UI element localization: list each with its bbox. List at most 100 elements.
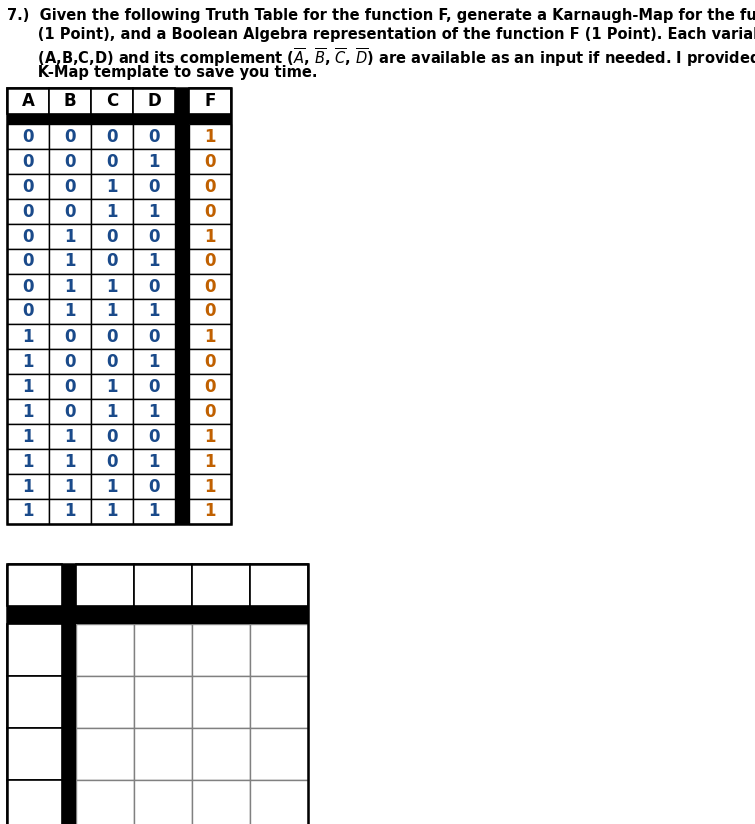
Text: 0: 0 <box>22 177 34 195</box>
Text: F: F <box>205 92 216 110</box>
Bar <box>189 424 231 449</box>
Text: 0: 0 <box>148 278 160 296</box>
Bar <box>250 676 308 728</box>
Text: 0: 0 <box>64 203 76 221</box>
Text: 1: 1 <box>64 503 76 521</box>
Text: 0: 0 <box>106 227 118 246</box>
Text: 1: 1 <box>64 302 76 321</box>
Bar <box>91 174 133 199</box>
Bar <box>7 274 49 299</box>
Text: B: B <box>63 92 76 110</box>
Bar <box>49 474 91 499</box>
Text: 0: 0 <box>106 128 118 146</box>
Text: 1: 1 <box>106 177 118 195</box>
Bar <box>189 224 231 249</box>
Bar <box>134 624 192 676</box>
Text: 1: 1 <box>64 227 76 246</box>
Text: 1: 1 <box>205 227 216 246</box>
Text: 1: 1 <box>148 252 160 270</box>
Bar <box>189 274 231 299</box>
Text: D: D <box>147 92 161 110</box>
Bar <box>189 249 231 274</box>
Bar <box>91 449 133 474</box>
Text: A: A <box>22 92 35 110</box>
Bar <box>7 474 49 499</box>
Bar <box>49 499 91 524</box>
Bar <box>189 124 231 149</box>
Bar <box>189 199 231 224</box>
Bar <box>7 299 49 324</box>
Bar <box>76 624 134 676</box>
Bar <box>7 149 49 174</box>
Bar <box>7 564 62 606</box>
Bar <box>91 349 133 374</box>
Bar <box>7 424 49 449</box>
Bar <box>7 249 49 274</box>
Text: 1: 1 <box>22 327 34 345</box>
Bar <box>175 88 189 524</box>
Bar <box>91 424 133 449</box>
Text: 1: 1 <box>148 203 160 221</box>
Bar <box>91 399 133 424</box>
Bar <box>7 676 62 728</box>
Text: 0: 0 <box>148 327 160 345</box>
Bar <box>91 149 133 174</box>
Text: 0: 0 <box>64 377 76 396</box>
Bar <box>133 88 175 114</box>
Text: 1: 1 <box>205 327 216 345</box>
Text: 1: 1 <box>64 477 76 495</box>
Text: 0: 0 <box>205 302 216 321</box>
Text: 0: 0 <box>205 203 216 221</box>
Bar <box>76 676 134 728</box>
Bar <box>91 474 133 499</box>
Bar <box>133 274 175 299</box>
Text: 0: 0 <box>22 278 34 296</box>
Bar <box>133 374 175 399</box>
Bar <box>189 88 231 114</box>
Text: 0: 0 <box>106 353 118 371</box>
Text: 1: 1 <box>106 302 118 321</box>
Bar <box>189 474 231 499</box>
Text: 0: 0 <box>22 227 34 246</box>
Bar <box>133 249 175 274</box>
Text: 1: 1 <box>205 477 216 495</box>
Text: 1: 1 <box>148 402 160 420</box>
Bar <box>133 399 175 424</box>
Bar <box>133 324 175 349</box>
Bar <box>7 564 308 824</box>
Bar <box>7 499 49 524</box>
Bar <box>49 449 91 474</box>
Bar <box>91 88 133 114</box>
Bar <box>133 299 175 324</box>
Bar <box>189 299 231 324</box>
Text: 1: 1 <box>64 252 76 270</box>
Bar <box>49 88 91 114</box>
Bar <box>250 780 308 824</box>
Bar <box>189 149 231 174</box>
Bar <box>133 449 175 474</box>
Text: 1: 1 <box>148 302 160 321</box>
Bar <box>7 88 49 114</box>
Text: 0: 0 <box>148 377 160 396</box>
Bar <box>133 424 175 449</box>
Bar <box>133 499 175 524</box>
Text: 0: 0 <box>205 402 216 420</box>
Text: 0: 0 <box>148 227 160 246</box>
Bar <box>189 399 231 424</box>
Bar <box>7 224 49 249</box>
Text: 0: 0 <box>205 377 216 396</box>
Text: 1: 1 <box>205 452 216 471</box>
Bar <box>7 88 231 524</box>
Text: 1: 1 <box>106 402 118 420</box>
Bar <box>192 780 250 824</box>
Text: 0: 0 <box>64 327 76 345</box>
Text: 1: 1 <box>106 477 118 495</box>
Text: 0: 0 <box>64 402 76 420</box>
Bar <box>7 174 49 199</box>
Text: 0: 0 <box>64 353 76 371</box>
Text: 1: 1 <box>64 278 76 296</box>
Text: 1: 1 <box>106 278 118 296</box>
Bar <box>7 606 308 624</box>
Bar <box>76 564 134 606</box>
Text: 7.)  Given the following Truth Table for the function F, generate a Karnaugh-Map: 7.) Given the following Truth Table for … <box>7 8 755 23</box>
